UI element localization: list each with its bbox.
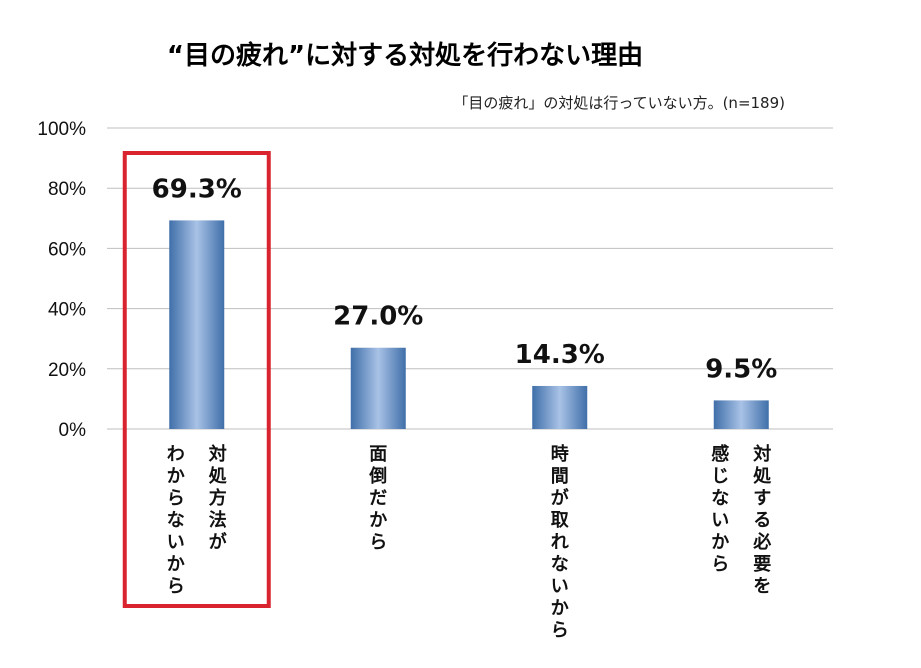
y-tick-label: 60% bbox=[48, 239, 86, 260]
category-char: か bbox=[711, 532, 729, 553]
bars bbox=[169, 220, 769, 429]
category-char: じ bbox=[711, 466, 729, 487]
category-char: 処 bbox=[753, 465, 772, 487]
category-char: 取 bbox=[551, 510, 570, 531]
highlight-box bbox=[122, 151, 271, 608]
y-tick-label: 0% bbox=[59, 420, 87, 441]
bar bbox=[532, 385, 588, 429]
data-labels: 69.3% 27.0% 14.3% 9.5% bbox=[152, 174, 778, 384]
data-label: 27.0% bbox=[333, 302, 423, 332]
data-label: 69.3% bbox=[152, 174, 242, 204]
y-tick-label: 100% bbox=[37, 119, 86, 140]
category-char: ら bbox=[369, 532, 387, 553]
chart-title: “目の疲れ”に対する対処を行わない理由 bbox=[167, 40, 643, 71]
chart-subtitle: 「目の疲れ」の対処は行っていない方。(n=189) bbox=[453, 94, 785, 112]
y-tick-label: 20% bbox=[48, 360, 86, 381]
category-char: ら bbox=[551, 620, 569, 641]
category-char: 処 bbox=[209, 465, 228, 487]
category-char: か bbox=[369, 510, 387, 531]
category-char: だ bbox=[369, 488, 387, 509]
category-char: 間 bbox=[551, 466, 569, 487]
category-char: い bbox=[551, 576, 569, 597]
category-char: る bbox=[753, 510, 771, 531]
category-char: な bbox=[711, 488, 729, 509]
category-char: が bbox=[209, 531, 227, 553]
category-char: な bbox=[167, 510, 185, 531]
category-char: 倒 bbox=[368, 466, 387, 487]
category-char: 時 bbox=[551, 444, 569, 465]
category-char: ら bbox=[167, 576, 185, 597]
y-axis-ticks: 0% 20% 40% 60% 80% 100% bbox=[37, 119, 86, 441]
category-char: ら bbox=[167, 488, 185, 509]
category-char: 感 bbox=[711, 443, 729, 465]
category-char: 要 bbox=[753, 554, 771, 575]
category-char: い bbox=[167, 532, 185, 553]
category-char: 面 bbox=[369, 444, 387, 465]
category-char: れ bbox=[551, 532, 569, 553]
category-char: わ bbox=[167, 444, 185, 465]
gridlines bbox=[107, 127, 833, 430]
bar bbox=[713, 400, 769, 429]
category-char: ら bbox=[711, 554, 729, 575]
category-char: 対 bbox=[208, 443, 227, 465]
category-char: 方 bbox=[209, 487, 227, 509]
category-char: 対 bbox=[752, 443, 771, 465]
category-char: い bbox=[711, 510, 729, 531]
y-tick-label: 40% bbox=[48, 300, 86, 321]
category-char: 法 bbox=[209, 509, 227, 531]
data-label: 9.5% bbox=[705, 354, 777, 384]
category-char: か bbox=[551, 598, 569, 619]
bar bbox=[169, 220, 225, 429]
category-char: を bbox=[753, 576, 771, 597]
category-char: 必 bbox=[752, 531, 771, 553]
category-char: か bbox=[167, 554, 185, 575]
category-char: が bbox=[551, 487, 569, 509]
category-char: な bbox=[551, 554, 569, 575]
data-label: 14.3% bbox=[515, 340, 605, 370]
bar bbox=[350, 347, 406, 429]
category-char: す bbox=[753, 488, 771, 509]
category-char: か bbox=[167, 466, 185, 487]
y-tick-label: 80% bbox=[48, 179, 86, 200]
